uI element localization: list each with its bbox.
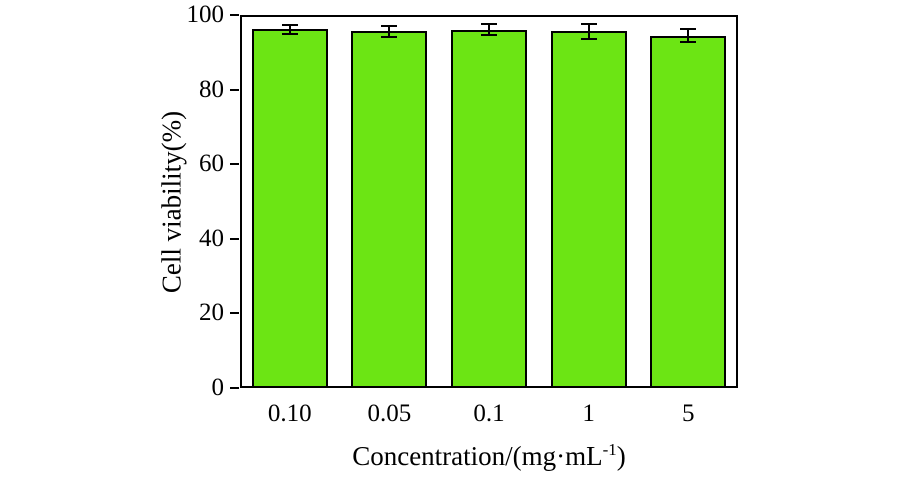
y-tick-label: 60 <box>199 150 224 178</box>
y-tick-label: 80 <box>199 75 224 103</box>
y-tick-label: 100 <box>186 1 225 28</box>
y-tick-mark <box>230 163 239 166</box>
error-bar-cap <box>580 22 597 25</box>
bar-0.05 <box>351 31 428 388</box>
y-tick-mark <box>230 312 239 315</box>
error-bar-cap <box>281 23 298 26</box>
error-bar-cap <box>381 24 398 27</box>
error-bar-cap <box>481 34 497 37</box>
x-tick-label: 0.10 <box>267 400 312 427</box>
error-bar-line <box>288 24 291 34</box>
x-axis-title-close: ) <box>616 441 626 471</box>
y-tick-label: 40 <box>199 224 224 252</box>
y-tick-label: 0 <box>211 374 225 401</box>
y-tick-mark <box>230 88 239 91</box>
bar-0.1 <box>451 29 527 388</box>
bar-0.10 <box>251 29 328 388</box>
error-bar-cap <box>481 22 497 25</box>
error-bar-line <box>488 23 490 36</box>
error-bar-line <box>687 28 690 43</box>
x-tick-label: 0.1 <box>473 400 505 427</box>
error-bar-cap <box>680 41 697 44</box>
y-tick-mark <box>230 387 239 389</box>
bar-1 <box>550 31 627 388</box>
error-bar-cap <box>381 36 398 38</box>
x-tick-label: 0.05 <box>367 400 412 427</box>
x-axis-title-superscript: -1 <box>602 440 617 459</box>
x-axis-title-text: Concentration/(mg·mL <box>352 441 603 471</box>
x-tick-label: 5 <box>681 400 695 427</box>
error-bar-cap <box>580 37 597 40</box>
error-bar-cap <box>281 32 298 35</box>
error-bar-line <box>388 25 391 37</box>
x-tick-label: 1 <box>582 400 595 427</box>
bar-5 <box>650 35 727 388</box>
error-bar-cap <box>680 27 697 30</box>
y-tick-mark <box>230 237 239 240</box>
y-tick-label: 20 <box>199 299 224 327</box>
y-axis-title: Cell viability(%) <box>156 110 187 293</box>
error-bar-line <box>587 23 590 39</box>
y-tick-mark <box>230 14 239 16</box>
x-axis-title: Concentration/(mg·mL-1) <box>352 440 626 472</box>
